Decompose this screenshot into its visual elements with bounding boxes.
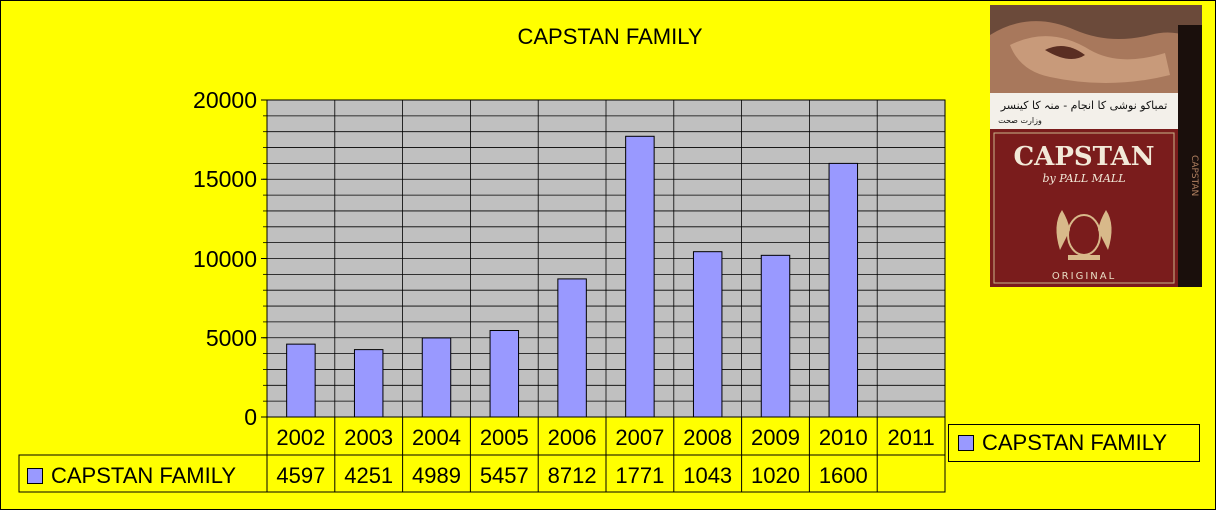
x-tick-label-2004: 2004 [412,425,461,450]
pack-front [990,129,1178,287]
pack-ministry-text: وزارت صحت [998,116,1042,125]
legend-label: CAPSTAN FAMILY [982,430,1168,455]
legend-swatch [958,435,974,451]
y-tick-label-0: 0 [244,404,257,430]
pack-sub-text: by PALL MALL [1042,172,1125,185]
x-tick-label-2002: 2002 [276,425,325,450]
table-value-2004: 4989 [412,463,461,488]
pack-warning-band [990,93,1178,129]
x-tick-label-2009: 2009 [751,425,800,450]
cigarette-pack-image: تمباکو نوشی کا انجام - منہ کا کینسر وزار… [990,5,1202,287]
pack-side-text: CAPSTAN [1189,155,1199,196]
table-value-2003: 4251 [344,463,393,488]
table-value-2009: 1020 [751,463,800,488]
x-tick-label-2007: 2007 [615,425,664,450]
y-tick-label-5000: 5000 [205,324,257,351]
table-value-2007: 1771 [615,463,664,488]
x-tick-label-2003: 2003 [344,425,393,450]
x-tick-label-2008: 2008 [683,425,732,450]
table-value-2002: 4597 [276,463,325,488]
pack-warning-text: تمباکو نوشی کا انجام - منہ کا کینسر [1000,99,1168,112]
y-tick-label-10000: 10000 [193,245,257,272]
chart-title: CAPSTAN FAMILY [517,24,703,49]
data-table-swatch [27,468,43,484]
y-tick-label-15000: 15000 [193,166,257,193]
bar-2010 [828,162,859,418]
pack-variant-text: ORIGINAL [1052,271,1116,282]
table-value-2008: 1043 [683,463,732,488]
data-table-row-label: CAPSTAN FAMILY [19,460,265,492]
bar-2004 [421,337,452,418]
bar-2005 [489,330,520,418]
bar-2003 [353,349,384,418]
x-tick-label-2006: 2006 [548,425,597,450]
data-table-series-name: CAPSTAN FAMILY [51,463,237,488]
bar-2009 [760,254,791,418]
x-tick-label-2011: 2011 [887,425,934,450]
y-tick-label-20000: 20000 [193,87,257,113]
legend: CAPSTAN FAMILY [948,424,1200,462]
table-value-2010: 1600 [819,463,868,488]
x-tick-label-2010: 2010 [819,425,868,450]
pack-crest-icon [1056,210,1112,260]
bar-2008 [692,251,723,418]
bar-2002 [286,343,316,418]
bar-2007 [625,135,655,418]
table-value-2005: 5457 [480,463,529,488]
bar-2006 [557,278,587,418]
table-value-2006: 8712 [548,463,597,488]
x-tick-label-2005: 2005 [480,425,529,450]
pack-brand-text: CAPSTAN [1013,142,1154,172]
